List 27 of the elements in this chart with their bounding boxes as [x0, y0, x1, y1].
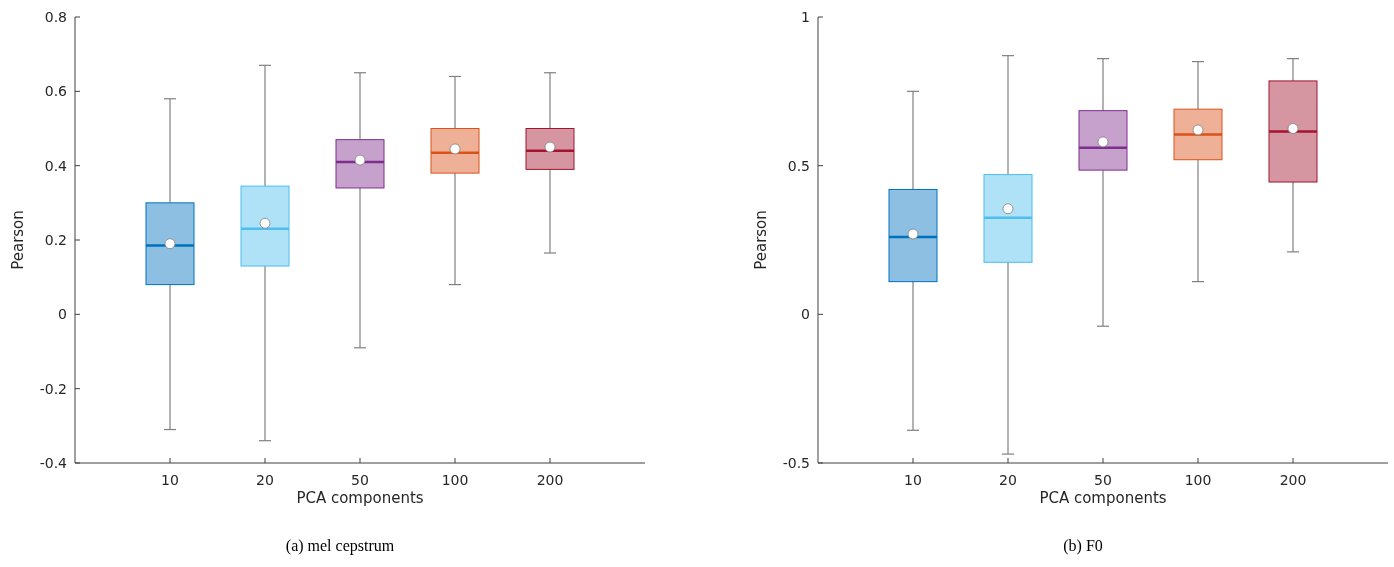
x-axis-title: PCA components [296, 489, 424, 507]
y-tick-label: 0 [58, 306, 67, 323]
x-tick-label: 20 [256, 472, 274, 488]
y-tick-label: 0.6 [44, 83, 68, 100]
x-tick-label: 200 [1279, 472, 1307, 488]
y-tick-label: -0.2 [39, 380, 67, 397]
y-axis-title: Pearson [752, 210, 770, 270]
x-tick-label: 100 [441, 472, 469, 488]
y-tick-label: 0.8 [44, 8, 67, 25]
x-tick-label: 50 [351, 472, 369, 488]
y-tick-label: 0.4 [44, 157, 68, 174]
text: (b) F0 [1063, 537, 1103, 555]
x-tick-label: 200 [536, 472, 564, 488]
x-axis-title: PCA components [1039, 489, 1167, 507]
x-tick-label: 20 [999, 472, 1017, 488]
x-tick-label: 10 [904, 472, 922, 488]
y-tick-label: 1 [801, 8, 810, 25]
y-tick-label: -0.4 [39, 454, 68, 471]
x-tick-label: 10 [161, 472, 179, 488]
x-tick-label: 100 [1184, 472, 1212, 488]
y-tick-label: 0 [801, 306, 810, 323]
x-tick-label: 50 [1094, 472, 1112, 488]
text: (a) mel cepstrum [285, 537, 395, 555]
y-tick-label: 0.5 [787, 157, 810, 174]
y-tick-label: -0.5 [782, 454, 810, 471]
y-axis-title: Pearson [9, 210, 27, 270]
y-tick-label: 0.2 [44, 231, 67, 248]
